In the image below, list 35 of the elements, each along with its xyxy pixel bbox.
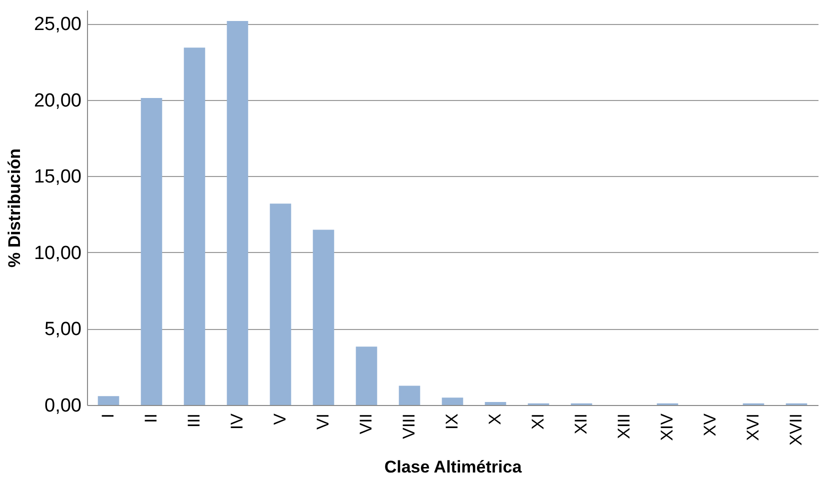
bar (140, 98, 162, 405)
x-tick-label: III (184, 414, 204, 428)
x-tick-label: II (142, 414, 160, 423)
y-axis-title: % Distribución (4, 148, 24, 268)
x-tick-label: XI (528, 414, 548, 430)
bar (398, 386, 420, 405)
bar (226, 20, 248, 405)
y-tick-label: 25,00 (34, 14, 82, 36)
bar (184, 48, 206, 405)
x-tick-label: X (486, 414, 504, 425)
x-tick-label: XIII (614, 414, 634, 440)
x-tick-label: IV (228, 412, 246, 430)
bar (356, 346, 378, 405)
x-tick-label: XIV (658, 412, 676, 441)
x-axis-title: Clase Altimétrica (384, 458, 522, 477)
x-tick-label: IX (442, 414, 462, 430)
y-tick-label: 20,00 (34, 90, 82, 112)
x-tick-label: I (98, 414, 118, 418)
bar (98, 396, 120, 405)
x-tick-label: XV (700, 412, 720, 436)
bar (270, 204, 292, 405)
x-tick-label: VIII (400, 414, 418, 440)
x-tick-label: XVII (786, 414, 806, 446)
x-tick-label: XVI (744, 414, 762, 441)
x-tick-label: VI (314, 414, 332, 430)
x-tick-label: XII (572, 414, 590, 434)
bar (442, 398, 464, 405)
y-tick-label: 5,00 (44, 319, 82, 340)
x-tick-label: V (270, 412, 290, 425)
x-tick-label: VII (356, 414, 376, 434)
y-tick-label: 15,00 (34, 166, 82, 188)
bar (312, 230, 334, 405)
y-tick-label: 0,00 (44, 396, 82, 416)
bar (484, 402, 506, 405)
y-tick-label: 10,00 (34, 242, 82, 264)
